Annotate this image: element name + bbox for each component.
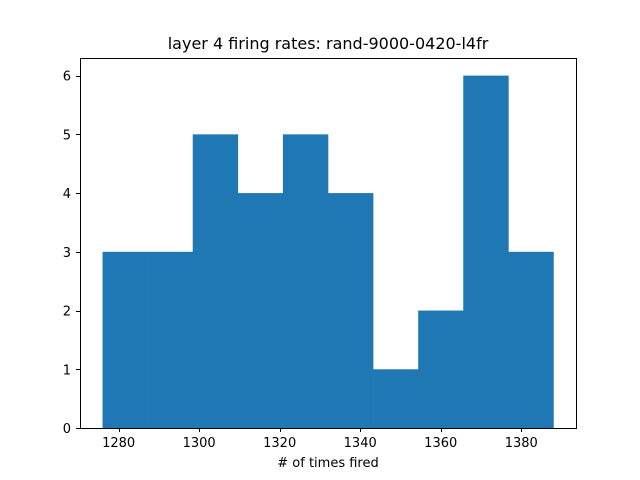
x-axis-ticks: 1280 1300 1320 1340 1360 1380 [102, 428, 538, 451]
x-tick-label: 1360 [424, 436, 457, 451]
histogram-bar [418, 310, 464, 428]
histogram-bar [508, 251, 554, 428]
histogram-bar [147, 251, 194, 428]
bars-group [102, 75, 554, 428]
x-tick-label: 1340 [344, 436, 377, 451]
plot-frame [80, 58, 577, 429]
y-tick-label: 0 [63, 422, 71, 437]
histogram-bar [463, 75, 509, 428]
histogram-bar [192, 134, 239, 428]
histogram-bar [373, 369, 419, 428]
histogram-bar [102, 251, 148, 428]
y-tick-label: 4 [63, 187, 71, 202]
y-axis-ticks: 0 1 2 3 4 5 6 [63, 70, 80, 437]
chart-title: layer 4 firing rates: rand-9000-0420-l4f… [168, 34, 489, 53]
y-tick-label: 2 [63, 305, 71, 320]
x-tick-label: 1380 [505, 436, 538, 451]
histogram-bar [282, 134, 329, 428]
x-tick-label: 1300 [183, 436, 216, 451]
histogram-bar [328, 193, 374, 428]
y-tick-label: 1 [63, 363, 71, 378]
x-tick-label: 1280 [102, 436, 135, 451]
y-tick-label: 5 [63, 128, 71, 143]
histogram-bar [237, 193, 284, 428]
y-tick-label: 3 [63, 246, 71, 261]
y-tick-label: 6 [63, 70, 71, 85]
x-axis-label: # of times fired [277, 456, 378, 471]
x-tick-label: 1320 [263, 436, 296, 451]
